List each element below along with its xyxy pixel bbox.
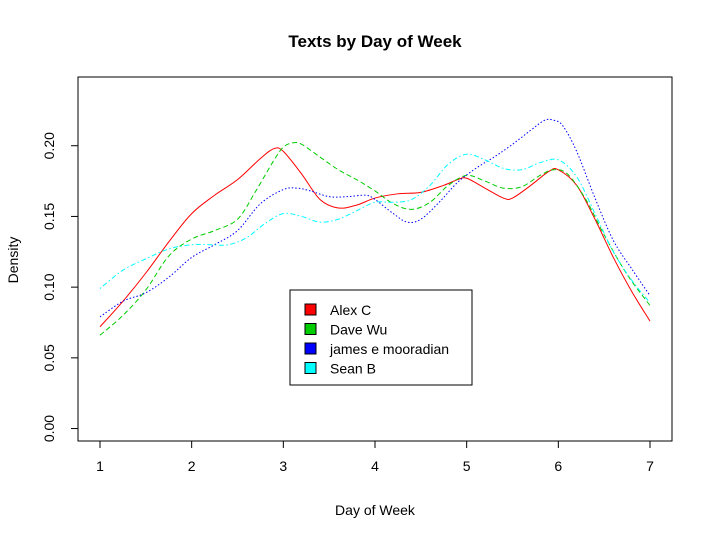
chart-title: Texts by Day of Week xyxy=(288,32,462,51)
y-axis-label: Density xyxy=(5,237,21,284)
x-tick-label: 7 xyxy=(646,458,654,474)
legend-label: Dave Wu xyxy=(330,322,387,338)
y-tick-label: 0.10 xyxy=(41,273,57,300)
x-tick-label: 2 xyxy=(188,458,196,474)
series-line-1 xyxy=(99,147,651,328)
legend-label: Alex C xyxy=(330,302,371,318)
series-line-3 xyxy=(99,118,651,318)
y-axis: 0.00 0.05 0.10 0.15 0.20 xyxy=(41,132,79,442)
x-axis-label: Day of Week xyxy=(335,502,416,518)
x-axis: 1 2 3 4 5 6 7 xyxy=(96,440,654,474)
x-tick-label: 5 xyxy=(463,458,471,474)
series-layer xyxy=(99,118,651,336)
legend-label: james e mooradian xyxy=(329,341,449,357)
y-tick-label: 0.15 xyxy=(41,203,57,230)
legend-label: Sean B xyxy=(330,361,376,377)
x-tick-label: 4 xyxy=(371,458,379,474)
y-tick-label: 0.05 xyxy=(41,344,57,371)
x-tick-label: 6 xyxy=(554,458,562,474)
series-line-2 xyxy=(99,142,651,336)
legend-swatch xyxy=(304,342,317,355)
x-tick-label: 3 xyxy=(279,458,287,474)
legend-swatch xyxy=(304,303,317,316)
legend: Alex C Dave Wu james e mooradian Sean B xyxy=(289,289,473,386)
legend-box xyxy=(289,289,473,386)
legend-swatch xyxy=(304,323,317,335)
y-tick-label: 0.20 xyxy=(41,132,57,159)
legend-swatch xyxy=(304,362,317,374)
y-tick-label: 0.00 xyxy=(41,415,57,442)
x-tick-label: 1 xyxy=(96,458,104,474)
plot-area-border xyxy=(77,76,673,442)
series-line-4 xyxy=(99,153,651,304)
